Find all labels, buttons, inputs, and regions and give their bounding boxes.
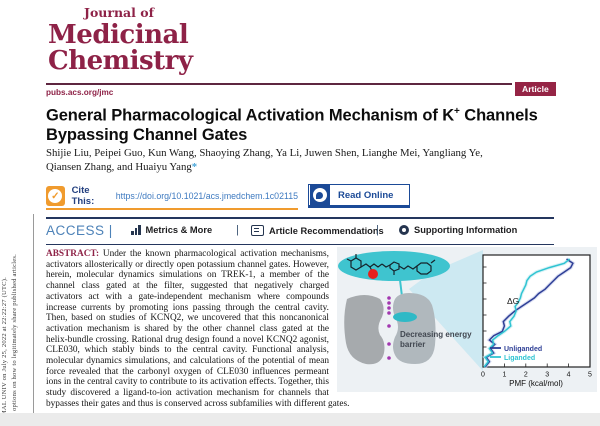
metrics-label: Metrics & More xyxy=(145,225,213,235)
watermark-line: ORMAL UNIV on July 25, 2022 at 22:22:27 … xyxy=(1,277,8,426)
author-list: Shijie Liu, Peipei Guo, Kun Wang, Shaoyi… xyxy=(46,146,586,174)
x-axis-label: PMF (kcal/mol) xyxy=(509,379,563,388)
article-type-badge: Article xyxy=(515,82,556,96)
title-text: General Pharmacological Activation Mecha… xyxy=(46,106,455,125)
recommendations-label: Article Recommendations xyxy=(269,225,384,236)
abstract-text: Under the known pharmacological activati… xyxy=(46,249,350,409)
bar-chart-icon xyxy=(131,225,141,235)
title-superscript: + xyxy=(454,106,460,117)
article-recommendations-link[interactable]: Article Recommendations xyxy=(251,225,384,236)
journal-logo-name1: Medicinal xyxy=(48,19,189,50)
potassium-ions xyxy=(387,296,391,360)
cite-this-label: Cite This: xyxy=(71,185,95,207)
separator: | xyxy=(376,224,379,236)
access-label: ACCESS xyxy=(46,223,105,238)
svg-text:0: 0 xyxy=(481,372,485,379)
access-bar-char: | xyxy=(108,223,113,238)
masthead-rule xyxy=(46,83,512,85)
read-online-label: Read Online xyxy=(338,189,394,201)
recommendations-icon xyxy=(251,225,264,236)
metrics-and-more-link[interactable]: Metrics & More xyxy=(131,225,212,235)
page-fold-line xyxy=(33,214,34,426)
svg-text:3: 3 xyxy=(545,372,549,379)
supporting-info-icon xyxy=(399,225,409,235)
supporting-information-link[interactable]: Supporting Information xyxy=(399,225,517,235)
abstract: Decreasing energy barrier 0 1 2 3 4 5 ΔG Unli… xyxy=(46,247,597,410)
ligand-bubble xyxy=(338,251,450,281)
delta-g-annotation: ΔG xyxy=(507,296,519,306)
journal-logo: Journal of Medicinal Chemistry xyxy=(48,5,193,76)
figure-annotation-line1: Decreasing energy xyxy=(400,330,472,339)
read-online-button[interactable]: Read Online xyxy=(308,184,411,208)
journal-logo-prefix: Journal of xyxy=(84,5,154,20)
page-bottom-margin xyxy=(0,413,600,426)
read-online-eye-icon xyxy=(310,185,330,205)
article-title: General Pharmacological Activation Mecha… xyxy=(46,102,586,145)
x-axis-ticks: 0 1 2 3 4 5 xyxy=(481,363,592,379)
title-text-line2: Bypassing Channel Gates xyxy=(46,125,248,144)
svg-text:5: 5 xyxy=(588,372,592,379)
svg-text:1: 1 xyxy=(502,372,506,379)
channel-subunit-left xyxy=(344,295,385,365)
access-link[interactable]: ACCESS | xyxy=(46,223,113,238)
bound-ligand xyxy=(393,312,417,322)
corresponding-author-mark[interactable]: * xyxy=(191,161,198,173)
authors-line1: Shijie Liu, Peipei Guo, Kun Wang, Shaoyi… xyxy=(46,147,483,159)
cite-check-icon: ✓ xyxy=(46,186,65,206)
abstract-label: ABSTRACT: xyxy=(46,249,100,259)
svg-text:2: 2 xyxy=(524,372,528,379)
graphical-abstract-figure: Decreasing energy barrier 0 1 2 3 4 5 ΔG Unli… xyxy=(337,247,597,392)
cite-this-bar: ✓ Cite This: https://doi.org/10.1021/acs… xyxy=(46,184,298,210)
separator: | xyxy=(236,224,239,236)
watermark-line: s for options on how to legitimately sha… xyxy=(11,254,18,426)
title-text: Channels xyxy=(459,106,538,125)
authors-line2: Qiansen Zhang, and Huaiyu Yang xyxy=(46,161,192,173)
zoom-beam xyxy=(409,250,483,371)
supporting-info-label: Supporting Information xyxy=(414,225,518,235)
doi-link[interactable]: https://doi.org/10.1021/acs.jmedchem.1c0… xyxy=(115,191,298,201)
channel-subunit-right xyxy=(393,293,436,364)
download-watermark: ORMAL UNIV on July 25, 2022 at 22:22:27 … xyxy=(1,216,23,426)
figure-annotation-line2: barrier xyxy=(400,340,425,349)
left-axis-ticks xyxy=(483,266,487,348)
journal-url-link[interactable]: pubs.acs.org/jmc xyxy=(46,88,114,97)
legend-label-liganded: Liganded xyxy=(504,355,535,362)
svg-text:4: 4 xyxy=(567,372,571,379)
carbonyl-oxygen-highlight xyxy=(368,269,378,279)
journal-logo-name2: Chemistry xyxy=(48,45,193,76)
legend-label-unliganded: Unliganded xyxy=(504,346,542,353)
molecule-structure xyxy=(346,254,436,275)
article-resources-bar: ACCESS | Metrics & More | Article Recomm… xyxy=(46,217,554,245)
pmf-curve-liganded xyxy=(483,258,571,368)
